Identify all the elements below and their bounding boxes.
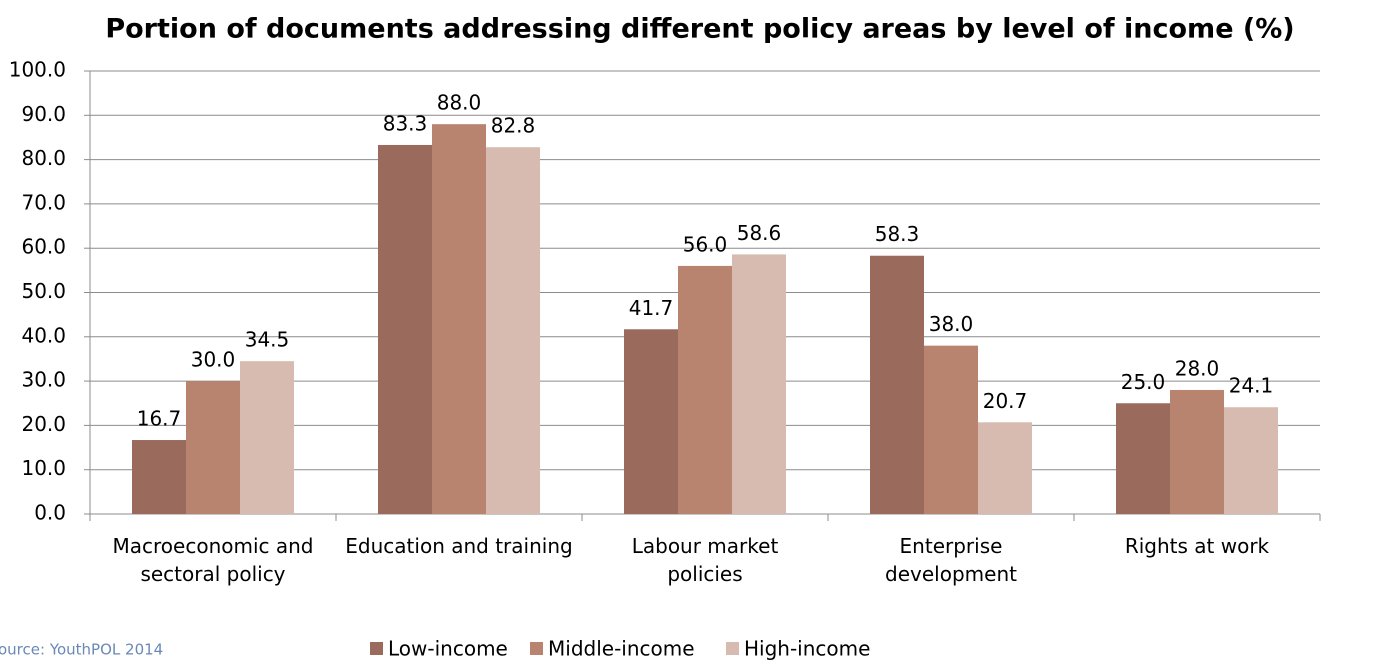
y-tick-label: 20.0 [21,412,66,436]
bar [1224,407,1278,514]
bar [624,329,678,514]
bar [1116,403,1170,514]
y-tick-label: 10.0 [21,456,66,480]
bar [924,345,978,514]
x-tick-label: Education and training [345,534,573,558]
source: ource: YouthPOL 2014 [0,641,163,659]
x-tick-label: Macroeconomic and sectoral policy [112,534,314,586]
bar [486,147,540,515]
bar [678,265,732,514]
data-label: 82.8 [491,114,536,138]
data-label: 58.6 [737,221,782,245]
data-label: 16.7 [137,407,182,431]
y-tick-label: 90.0 [21,102,66,126]
legend-swatch [530,642,543,655]
x-tick-label: Labour market policies [631,534,779,586]
y-tick-label: 30.0 [21,368,66,392]
data-label: 20.7 [983,389,1028,413]
x-tick-label: Rights at work [1124,534,1270,558]
legend-label: Middle-income [548,637,695,660]
y-tick-label: 80.0 [21,146,66,170]
data-label: 88.0 [437,91,482,115]
legend-swatch [370,642,383,655]
y-tick-label: 100.0 [9,58,66,82]
y-tick-label: 60.0 [21,235,66,259]
data-label: 58.3 [875,222,920,246]
bar [432,124,486,514]
bar [1170,389,1224,514]
bar [732,254,786,515]
data-label: 83.3 [383,111,428,135]
y-tick-label: 50.0 [21,279,66,303]
data-label: 28.0 [1175,356,1220,380]
y-tick-label: 0.0 [34,501,66,525]
data-label: 38.0 [929,312,974,336]
bar [240,361,294,514]
legend-swatch [726,642,739,655]
data-label: 34.5 [245,328,290,352]
chart-title: Portion of documents addressing differen… [105,14,1294,45]
bar [186,381,240,514]
bar [978,422,1032,514]
data-label: 41.7 [629,296,674,320]
legend-label: High-income [744,637,870,660]
bar [132,440,186,514]
y-tick-label: 70.0 [21,190,66,214]
y-tick-label: 40.0 [21,323,66,347]
x-tick-label: Enterprise development [885,534,1017,586]
data-label: 25.0 [1121,370,1166,394]
legend-label: Low-income [388,637,508,660]
data-label: 30.0 [191,348,236,372]
bar [870,255,924,514]
data-label: 24.1 [1229,374,1274,398]
bar [378,144,432,514]
data-label: 56.0 [683,232,728,256]
